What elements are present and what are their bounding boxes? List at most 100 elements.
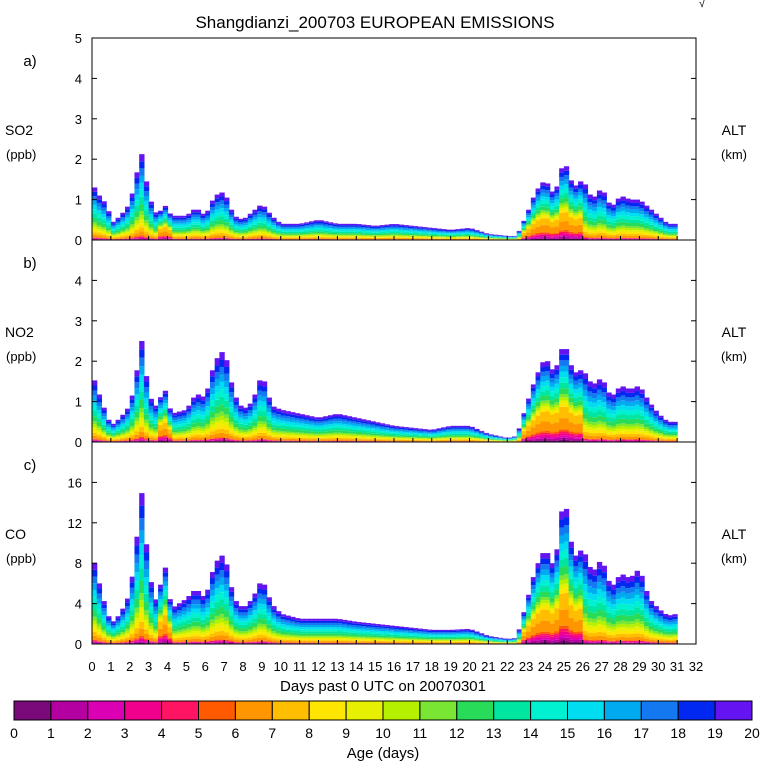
bar-segment-age-14 <box>205 410 211 416</box>
bar-segment-age-4 <box>209 438 216 440</box>
bar-segment-age-6 <box>271 237 277 239</box>
bar-segment-age-9 <box>478 439 485 440</box>
bar-segment-age-4 <box>549 433 556 436</box>
bar-segment-age-17 <box>129 201 136 206</box>
bar-segment-age-13 <box>243 228 249 231</box>
bar-segment-age-19 <box>158 397 164 400</box>
stacked-bar <box>526 398 532 442</box>
bar-segment-age-13 <box>143 408 150 415</box>
bar-segment-age-7 <box>592 233 598 236</box>
bar-segment-age-18 <box>667 225 674 227</box>
bar-segment-age-10 <box>219 415 225 421</box>
bar-segment-age-10 <box>370 235 376 237</box>
bar-segment-age-4 <box>526 437 532 439</box>
bar-segment-age-15 <box>379 429 386 432</box>
bar-segment-age-10 <box>342 235 348 237</box>
stacked-bar <box>134 172 140 240</box>
bar-segment-age-14 <box>559 189 565 195</box>
bar-segment-age-9 <box>261 231 268 234</box>
bar-segment-age-17 <box>209 207 216 211</box>
bar-segment-age-14 <box>578 391 584 397</box>
bar-segment-age-18 <box>304 223 310 226</box>
bar-segment-age-11 <box>441 236 447 237</box>
bar-segment-age-6 <box>158 430 164 436</box>
bar-segment-age-19 <box>252 394 258 399</box>
bar-segment-age-2 <box>549 236 556 238</box>
bar-segment-age-11 <box>285 234 291 236</box>
stacked-bar <box>445 426 452 442</box>
bar-segment-age-13 <box>195 224 202 228</box>
bar-segment-age-3 <box>139 438 145 440</box>
bar-segment-age-3 <box>559 233 565 236</box>
bar-segment-age-11 <box>214 224 221 227</box>
stacked-bar <box>158 210 164 240</box>
bar-segment-age-6 <box>582 435 589 439</box>
bar-segment-age-16 <box>299 227 305 229</box>
bar-segment-age-4 <box>554 433 560 436</box>
bar-segment-age-13 <box>549 209 556 213</box>
bar-segment-age-18 <box>209 203 216 208</box>
bar-segment-age-8 <box>351 236 357 238</box>
bar-segment-age-18 <box>436 429 442 431</box>
bar-segment-age-9 <box>474 438 480 440</box>
bar-segment-age-11 <box>271 430 277 432</box>
bar-segment-age-16 <box>464 429 471 432</box>
bar-segment-age-10 <box>582 223 589 227</box>
bar-segment-age-14 <box>332 425 338 429</box>
bar-segment-age-7 <box>351 237 357 239</box>
bar-segment-age-5 <box>261 438 268 440</box>
bar-segment-age-8 <box>233 433 239 436</box>
bar-segment-age-15 <box>280 420 287 424</box>
bar-segment-age-9 <box>238 433 244 435</box>
bar-segment-age-15 <box>582 396 589 402</box>
bar-segment-age-7 <box>309 237 315 239</box>
bar-segment-age-14 <box>313 228 320 231</box>
bar-segment-age-3 <box>143 237 150 239</box>
bar-segment-age-12 <box>403 233 409 235</box>
bar-segment-age-8 <box>257 429 263 433</box>
bar-segment-age-11 <box>644 228 650 231</box>
bar-segment-age-6 <box>280 438 287 441</box>
bar-segment-age-10 <box>639 228 645 231</box>
bar-segment-age-6 <box>101 438 107 441</box>
bar-segment-age-18 <box>375 226 381 228</box>
bar-segment-age-9 <box>417 438 423 440</box>
bar-segment-age-13 <box>629 219 636 224</box>
bar-segment-age-19 <box>394 426 400 428</box>
bar-segment-age-8 <box>431 439 438 441</box>
bar-segment-age-18 <box>441 230 447 231</box>
bar-segment-age-14 <box>261 220 268 224</box>
bar-segment-age-16 <box>526 406 532 410</box>
bar-segment-age-16 <box>460 429 466 432</box>
bar-segment-age-14 <box>460 233 466 235</box>
bar-segment-age-13 <box>356 430 362 433</box>
bar-segment-age-15 <box>351 229 357 231</box>
bar-segment-age-13 <box>228 224 235 228</box>
bar-segment-age-2 <box>554 236 560 238</box>
bar-segment-age-9 <box>554 407 560 411</box>
bar-segment-age-12 <box>280 233 287 235</box>
bar-segment-age-6 <box>408 440 414 442</box>
bar-segment-age-15 <box>365 427 372 430</box>
bar-segment-age-12 <box>304 232 310 235</box>
bar-segment-age-18 <box>455 230 461 231</box>
bar-segment-age-7 <box>280 237 287 239</box>
stacked-bar <box>252 209 258 240</box>
bar-segment-age-14 <box>252 414 258 419</box>
bar-segment-age-7 <box>427 238 433 239</box>
bar-segment-age-8 <box>398 236 405 238</box>
bar-segment-age-19 <box>629 199 636 203</box>
bar-segment-age-6 <box>667 238 674 240</box>
bar-segment-age-8 <box>304 436 310 439</box>
bar-segment-age-6 <box>578 423 584 433</box>
bar-segment-age-8 <box>445 438 452 440</box>
bar-segment-age-17 <box>445 428 452 431</box>
bar-segment-age-10 <box>563 397 570 401</box>
bar-segment-age-16 <box>200 407 206 412</box>
bar-segment-age-18 <box>573 188 579 193</box>
bar-segment-age-16 <box>280 418 287 421</box>
bar-segment-age-12 <box>299 430 305 433</box>
bar-segment-age-13 <box>615 219 622 223</box>
bar-segment-age-3 <box>582 439 589 441</box>
bar-segment-age-7 <box>158 228 164 233</box>
